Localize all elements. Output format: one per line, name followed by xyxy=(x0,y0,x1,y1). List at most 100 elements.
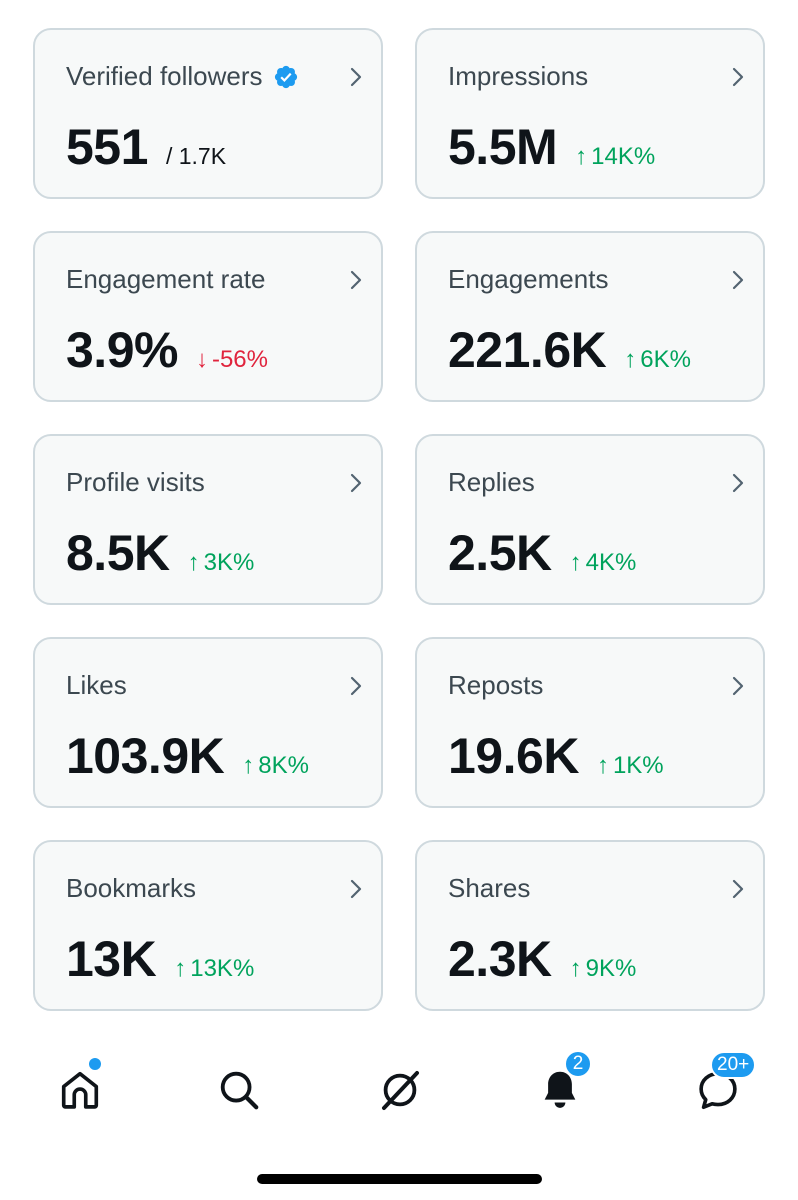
chevron-right-icon xyxy=(732,67,744,87)
value-row: 8.5K ↑ 3K% xyxy=(66,524,254,582)
card-title: Replies xyxy=(448,467,535,497)
card-title-wrap: Replies xyxy=(448,467,535,498)
metric-value: 2.5K xyxy=(448,525,552,581)
card-likes[interactable]: Likes 103.9K ↑ 8K% xyxy=(33,637,383,808)
arrow-up-icon: ↑ xyxy=(596,752,609,779)
value-row: 551 / 1.7K xyxy=(66,118,226,176)
chevron-right-icon xyxy=(732,270,744,290)
metric-value: 3.9% xyxy=(66,322,178,378)
card-reposts[interactable]: Reposts 19.6K ↑ 1K% xyxy=(415,637,765,808)
notifications-badge: 2 xyxy=(564,1050,592,1078)
home-indicator xyxy=(257,1174,542,1184)
card-title-wrap: Profile visits xyxy=(66,467,205,498)
card-engagement-rate[interactable]: Engagement rate 3.9% ↓ -56% xyxy=(33,231,383,402)
value-row: 221.6K ↑ 6K% xyxy=(448,321,691,379)
metric-change: ↑ 14K% xyxy=(575,143,655,171)
value-row: 13K ↑ 13K% xyxy=(66,930,254,988)
arrow-up-icon: ↑ xyxy=(624,346,637,373)
card-title: Impressions xyxy=(448,61,589,91)
metric-total: / 1.7K xyxy=(165,143,227,169)
metric-value: 221.6K xyxy=(448,322,607,378)
card-title-wrap: Verified followers xyxy=(66,61,299,92)
card-verified-followers[interactable]: Verified followers 551 / 1.7K xyxy=(33,28,383,199)
unread-dot xyxy=(89,1058,101,1070)
card-title-wrap: Reposts xyxy=(448,670,543,701)
change-value: 3K% xyxy=(203,549,255,576)
chevron-right-icon xyxy=(350,270,362,290)
nav-home[interactable] xyxy=(50,1058,110,1120)
chevron-right-icon xyxy=(350,67,362,87)
nav-search[interactable] xyxy=(209,1060,269,1120)
value-row: 2.3K ↑ 9K% xyxy=(448,930,636,988)
messages-icon xyxy=(699,1071,737,1110)
card-title: Reposts xyxy=(448,670,544,700)
metric-value: 5.5M xyxy=(448,119,558,175)
bottom-nav: 2 20+ xyxy=(0,1048,798,1128)
change-value: 14K% xyxy=(591,143,656,170)
card-title-wrap: Impressions xyxy=(448,61,588,92)
metric-value: 103.9K xyxy=(66,728,225,784)
bell-icon xyxy=(544,1071,576,1108)
metric-change: ↑ 4K% xyxy=(570,549,637,577)
card-title-wrap: Engagements xyxy=(448,264,608,295)
chevron-right-icon xyxy=(350,879,362,899)
change-value: 6K% xyxy=(640,346,691,373)
value-row: 5.5M ↑ 14K% xyxy=(448,118,655,176)
card-title-wrap: Likes xyxy=(66,670,127,701)
home-icon xyxy=(61,1071,99,1109)
card-bookmarks[interactable]: Bookmarks 13K ↑ 13K% xyxy=(33,840,383,1011)
metric-change: ↑ 3K% xyxy=(188,549,255,577)
metric-value: 2.3K xyxy=(448,931,552,987)
metric-value: 551 xyxy=(66,119,148,175)
metric-change: ↓ -56% xyxy=(196,346,268,374)
card-title-wrap: Bookmarks xyxy=(66,873,196,904)
card-title-wrap: Shares xyxy=(448,873,530,904)
arrow-up-icon: ↑ xyxy=(575,143,588,170)
card-title: Verified followers xyxy=(66,61,263,91)
metric-change: ↑ 9K% xyxy=(570,955,637,983)
arrow-down-icon: ↓ xyxy=(195,346,208,373)
change-value: 9K% xyxy=(585,955,637,982)
arrow-up-icon: ↑ xyxy=(569,955,582,982)
search-icon xyxy=(220,1071,259,1110)
arrow-up-icon: ↑ xyxy=(174,955,187,982)
change-value: 8K% xyxy=(258,752,309,779)
arrow-up-icon: ↑ xyxy=(242,752,255,779)
metric-value: 19.6K xyxy=(448,728,579,784)
card-replies[interactable]: Replies 2.5K ↑ 4K% xyxy=(415,434,765,605)
metric-change: ↑ 8K% xyxy=(242,752,309,780)
change-value: 13K% xyxy=(190,955,255,982)
chevron-right-icon xyxy=(732,676,744,696)
analytics-grid: Verified followers 551 / 1.7K Impression… xyxy=(33,28,765,1011)
card-title: Profile visits xyxy=(66,467,205,497)
metric-value: 8.5K xyxy=(66,525,170,581)
metric-change: ↑ 6K% xyxy=(624,346,691,374)
value-row: 3.9% ↓ -56% xyxy=(66,321,268,379)
verified-badge-icon xyxy=(274,65,297,88)
value-row: 19.6K ↑ 1K% xyxy=(448,727,664,785)
card-impressions[interactable]: Impressions 5.5M ↑ 14K% xyxy=(415,28,765,199)
metric-change: ↑ 13K% xyxy=(174,955,254,983)
change-value: 4K% xyxy=(585,549,637,576)
card-engagements[interactable]: Engagements 221.6K ↑ 6K% xyxy=(415,231,765,402)
card-title: Engagement rate xyxy=(66,264,266,294)
grok-icon xyxy=(382,1071,419,1110)
metric-change: ↑ 1K% xyxy=(597,752,664,780)
card-title-wrap: Engagement rate xyxy=(66,264,265,295)
nav-grok[interactable] xyxy=(370,1060,430,1120)
nav-notifications[interactable]: 2 xyxy=(530,1050,592,1120)
value-row: 2.5K ↑ 4K% xyxy=(448,524,636,582)
arrow-up-icon: ↑ xyxy=(569,549,582,576)
card-title: Likes xyxy=(66,670,127,700)
value-row: 103.9K ↑ 8K% xyxy=(66,727,309,785)
chevron-right-icon xyxy=(350,676,362,696)
change-value: 1K% xyxy=(612,752,664,779)
chevron-right-icon xyxy=(732,879,744,899)
metric-value: 13K xyxy=(66,931,157,987)
nav-messages[interactable]: 20+ xyxy=(688,1051,757,1120)
change-value: -56% xyxy=(211,346,268,373)
chevron-right-icon xyxy=(350,473,362,493)
card-title: Shares xyxy=(448,873,531,903)
card-profile-visits[interactable]: Profile visits 8.5K ↑ 3K% xyxy=(33,434,383,605)
card-shares[interactable]: Shares 2.3K ↑ 9K% xyxy=(415,840,765,1011)
